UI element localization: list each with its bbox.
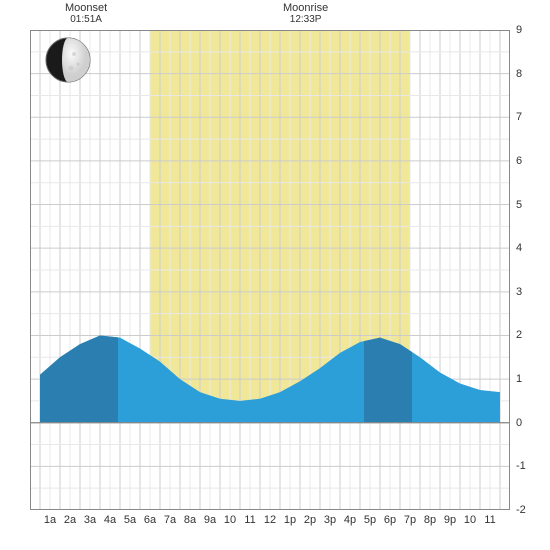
y-tick-label: 2 xyxy=(516,329,546,341)
tide-chart xyxy=(30,30,510,510)
y-tick-label: 9 xyxy=(516,24,546,36)
x-tick-label: 6a xyxy=(144,514,156,544)
x-tick-label: 1p xyxy=(284,514,296,544)
y-tick-label: 0 xyxy=(516,417,546,429)
x-tick-label: 8p xyxy=(424,514,436,544)
x-tick-label: 9a xyxy=(204,514,216,544)
y-tick-label: 3 xyxy=(516,286,546,298)
y-tick-label: 5 xyxy=(516,199,546,211)
moonrise-time: 12:33P xyxy=(283,14,328,25)
y-tick-label: 1 xyxy=(516,373,546,385)
x-tick-label: 7a xyxy=(164,514,176,544)
x-tick-label: 5a xyxy=(124,514,136,544)
moon-phase-icon xyxy=(44,36,92,84)
y-tick-label: 7 xyxy=(516,111,546,123)
x-tick-label: 10 xyxy=(224,514,236,544)
x-tick-label: 7p xyxy=(404,514,416,544)
x-tick-label: 3p xyxy=(324,514,336,544)
x-tick-label: 6p xyxy=(384,514,396,544)
moonrise-title: Moonrise xyxy=(283,2,328,14)
y-tick-label: -2 xyxy=(516,504,546,516)
x-tick-label: 5p xyxy=(364,514,376,544)
x-tick-label: 3a xyxy=(84,514,96,544)
moonset-title: Moonset xyxy=(65,2,107,14)
x-tick-label: 9p xyxy=(444,514,456,544)
y-tick-label: -1 xyxy=(516,460,546,472)
x-tick-label: 12 xyxy=(264,514,276,544)
y-tick-label: 8 xyxy=(516,68,546,80)
x-tick-label: 11 xyxy=(244,514,255,544)
x-tick-label: 2p xyxy=(304,514,316,544)
x-tick-label: 4p xyxy=(344,514,356,544)
moonset-time: 01:51A xyxy=(65,14,107,25)
x-tick-label: 2a xyxy=(64,514,76,544)
x-tick-label: 1a xyxy=(44,514,56,544)
y-tick-label: 6 xyxy=(516,155,546,167)
x-tick-label: 10 xyxy=(464,514,476,544)
x-tick-label: 4a xyxy=(104,514,116,544)
moonrise-label: Moonrise 12:33P xyxy=(283,2,328,25)
x-tick-label: 8a xyxy=(184,514,196,544)
y-tick-label: 4 xyxy=(516,242,546,254)
moonset-label: Moonset 01:51A xyxy=(65,2,107,25)
x-tick-label: 11 xyxy=(484,514,495,544)
